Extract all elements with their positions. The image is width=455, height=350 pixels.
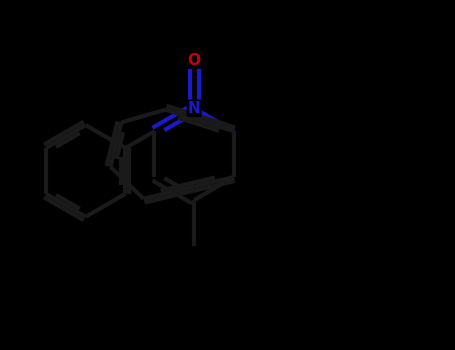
Text: N: N bbox=[188, 101, 201, 116]
Text: O: O bbox=[187, 53, 201, 68]
